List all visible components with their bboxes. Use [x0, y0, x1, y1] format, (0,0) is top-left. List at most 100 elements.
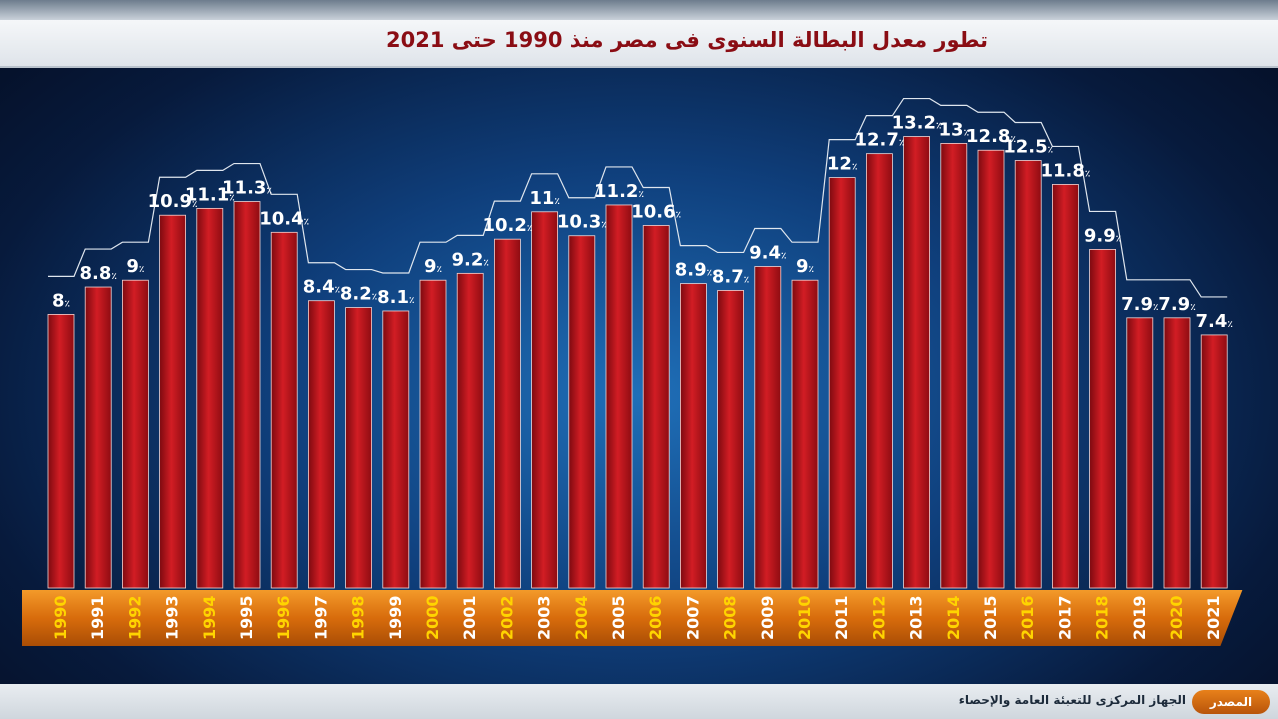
- bar-2000: [419, 279, 447, 589]
- year-label-2014: 2014: [944, 595, 963, 640]
- value-label-2003: 11٪: [529, 188, 560, 209]
- year-label-1996: 1996: [274, 595, 293, 640]
- year-label-2020: 2020: [1167, 595, 1186, 640]
- year-label-2007: 2007: [683, 595, 702, 640]
- year-label-2009: 2009: [758, 595, 777, 640]
- year-label-2016: 2016: [1018, 595, 1037, 640]
- value-label-2019: 7.9٪: [1121, 294, 1158, 315]
- bar-chart: 8٪ 8.8٪ 9٪ 10.9٪11.1٪11.3٪ 10.4٪ 8.4٪ 8.2٪ 8.1٪…: [22, 97, 1243, 646]
- value-label-2011: 12٪: [827, 154, 858, 175]
- year-label-1993: 1993: [163, 595, 182, 640]
- bar-2017: [1052, 184, 1079, 589]
- year-label-1995: 1995: [237, 595, 256, 640]
- year-label-1994: 1994: [200, 595, 219, 640]
- bar-2012: [866, 153, 893, 589]
- x-axis-band: [22, 590, 1243, 646]
- year-label-1991: 1991: [88, 595, 107, 640]
- value-label-2012: 12.7٪: [854, 130, 904, 151]
- chart-title: تطور معدل البطالة السنوى فى مصر منذ 1990…: [386, 28, 988, 52]
- value-label-1996: 10.4٪: [259, 208, 309, 229]
- year-label-2011: 2011: [832, 595, 851, 640]
- value-label-1997: 8.4٪: [303, 277, 340, 298]
- bar-2021: [1200, 334, 1228, 589]
- outline-envelope-line: [48, 97, 1228, 298]
- bar-2001: [456, 272, 484, 589]
- bar-1991: [84, 286, 112, 589]
- source-text: الجهاز المركزى للتعبئة العامة والإحصاء: [958, 693, 1186, 707]
- year-label-2003: 2003: [535, 595, 554, 640]
- value-label-2014: 13٪: [939, 119, 970, 140]
- bar-2003: [531, 211, 558, 589]
- value-label-2001: 9.2٪: [452, 249, 489, 270]
- year-label-2017: 2017: [1055, 595, 1074, 640]
- value-label-2017: 11.8٪: [1040, 160, 1090, 181]
- value-label-2018: 9.9٪: [1084, 225, 1121, 246]
- value-label-2021: 7.4٪: [1196, 311, 1233, 332]
- value-label-1993: 10.9٪: [148, 191, 198, 212]
- year-label-2010: 2010: [795, 595, 814, 640]
- value-label-1994: 11.1٪: [185, 184, 235, 205]
- value-label-1990: 8٪: [52, 290, 70, 311]
- bar-1999: [382, 310, 410, 589]
- year-label-1990: 1990: [51, 595, 70, 640]
- bar-1992: [122, 279, 149, 589]
- bar-2019: [1126, 317, 1154, 589]
- year-label-2004: 2004: [572, 595, 591, 640]
- value-label-2004: 10.3٪: [557, 212, 607, 233]
- value-label-1999: 8.1٪: [377, 287, 414, 308]
- bar-1997: [307, 300, 335, 589]
- year-label-2015: 2015: [981, 595, 1000, 640]
- value-label-2020: 7.9٪: [1158, 294, 1195, 315]
- year-label-2006: 2006: [646, 595, 665, 640]
- year-label-2001: 2001: [460, 595, 479, 640]
- value-label-2005: 11.2٪: [594, 181, 644, 202]
- bar-2013: [903, 136, 930, 589]
- bar-2018: [1089, 249, 1116, 589]
- bar-1995: [233, 201, 261, 589]
- year-label-2013: 2013: [907, 595, 926, 640]
- bar-2002: [493, 238, 521, 589]
- bar-1994: [196, 207, 224, 589]
- year-label-2021: 2021: [1204, 595, 1223, 640]
- value-label-2009: 9.4٪: [749, 243, 786, 264]
- year-label-2012: 2012: [869, 595, 888, 640]
- bar-2016: [1014, 160, 1042, 589]
- bar-2005: [605, 204, 633, 589]
- source-badge: المصدر: [1192, 690, 1270, 714]
- footer: المصدر الجهاز المركزى للتعبئة العامة وال…: [0, 684, 1278, 719]
- year-label-1998: 1998: [349, 595, 368, 640]
- bar-2020: [1163, 317, 1191, 589]
- value-label-2007: 8.9٪: [675, 260, 712, 281]
- year-label-2005: 2005: [609, 595, 628, 640]
- value-label-2006: 10.6٪: [631, 201, 681, 222]
- bar-1990: [47, 313, 75, 589]
- year-label-1997: 1997: [311, 595, 330, 640]
- value-label-2016: 12.5٪: [1003, 137, 1053, 158]
- value-label-1995: 11.3٪: [222, 178, 272, 199]
- bar-2007: [680, 283, 707, 589]
- year-label-2002: 2002: [497, 595, 516, 640]
- year-label-2018: 2018: [1093, 595, 1112, 640]
- bar-2011: [828, 177, 856, 589]
- bar-2004: [568, 235, 596, 589]
- bar-2008: [717, 290, 744, 589]
- bar-2006: [642, 225, 670, 589]
- year-label-2000: 2000: [423, 595, 442, 640]
- bar-2009: [754, 266, 782, 589]
- value-label-2010: 9٪: [796, 256, 814, 277]
- year-label-2019: 2019: [1130, 595, 1149, 640]
- top-banner-strip: [0, 0, 1278, 20]
- value-label-2008: 8.7٪: [712, 266, 749, 287]
- year-label-1999: 1999: [386, 595, 405, 640]
- value-label-2000: 9٪: [424, 256, 442, 277]
- bar-2010: [791, 279, 819, 589]
- bar-1996: [270, 231, 298, 589]
- bar-1993: [159, 214, 187, 589]
- value-label-2015: 12.8٪: [966, 126, 1016, 147]
- bar-2015: [977, 149, 1005, 589]
- value-label-1998: 8.2٪: [340, 284, 377, 305]
- value-label-2013: 13.2٪: [892, 113, 942, 134]
- bar-2014: [940, 143, 968, 589]
- bar-1998: [345, 307, 373, 589]
- year-label-1992: 1992: [125, 595, 144, 640]
